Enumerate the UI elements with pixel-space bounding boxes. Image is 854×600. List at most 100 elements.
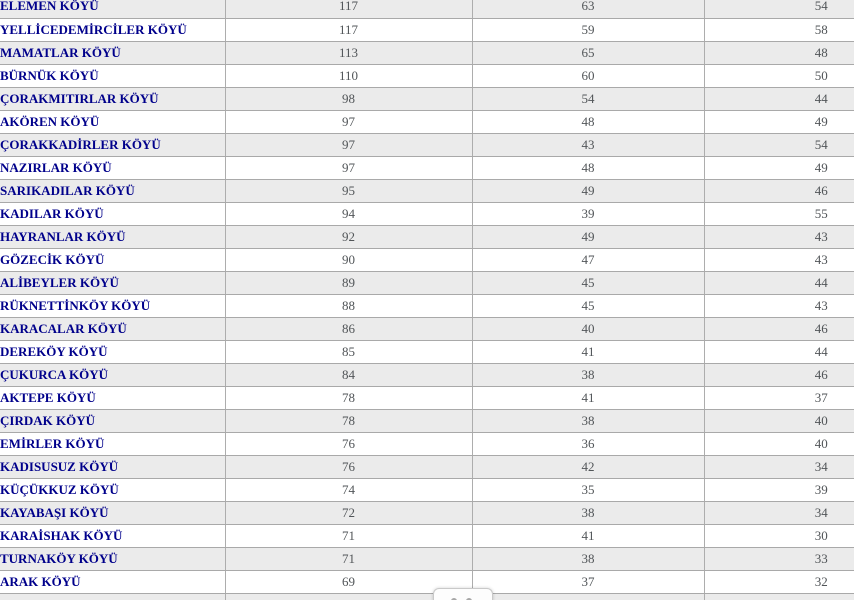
village-name-cell: SARIKADILAR KÖYÜ	[0, 179, 226, 203]
value-cell-3: 32	[704, 570, 854, 594]
table-row: AKÖREN KÖYÜ 97 48 49	[0, 110, 854, 134]
village-name-cell	[0, 593, 226, 600]
value-cell-1: 94	[225, 202, 473, 226]
table-row: MAMATLAR KÖYÜ 113 65 48	[0, 41, 854, 65]
value-cell-3: 43	[704, 248, 854, 272]
value-cell-3: 30	[704, 524, 854, 548]
value-cell-1: 84	[225, 363, 473, 387]
value-cell-3: 33	[704, 547, 854, 571]
table-row: ELEMEN KÖYÜ 117 63 54	[0, 0, 854, 19]
value-cell-2: 59	[472, 18, 705, 42]
value-cell-1: 88	[225, 294, 473, 318]
value-cell-2: 38	[472, 501, 705, 525]
table-row: SARIKADILAR KÖYÜ 95 49 46	[0, 179, 854, 203]
value-cell-3: 48	[704, 41, 854, 65]
value-cell-2: 48	[472, 110, 705, 134]
value-cell-1: 95	[225, 179, 473, 203]
table-row: YELLİCEDEMİRCİLER KÖYÜ 117 59 58	[0, 18, 854, 42]
value-cell-1: 92	[225, 225, 473, 249]
value-cell-2: 37	[472, 570, 705, 594]
value-cell-3: 43	[704, 294, 854, 318]
value-cell-3: 54	[704, 133, 854, 157]
village-name-cell: KAYABAŞI KÖYÜ	[0, 501, 226, 525]
table-row: KARACALAR KÖYÜ 86 40 46	[0, 317, 854, 341]
value-cell-2: 60	[472, 64, 705, 88]
value-cell-2: 49	[472, 179, 705, 203]
value-cell-2: 48	[472, 156, 705, 180]
value-cell-3: 55	[704, 202, 854, 226]
value-cell-2: 49	[472, 225, 705, 249]
value-cell-2	[472, 593, 705, 600]
table-row: BÜRNÜK KÖYÜ 110 60 50	[0, 64, 854, 88]
value-cell-1: 113	[225, 41, 473, 65]
village-name-cell: KADILAR KÖYÜ	[0, 202, 226, 226]
value-cell-1: 97	[225, 156, 473, 180]
village-name-cell: MAMATLAR KÖYÜ	[0, 41, 226, 65]
value-cell-2: 39	[472, 202, 705, 226]
table-row: ÇUKURCA KÖYÜ 84 38 46	[0, 363, 854, 387]
value-cell-1: 97	[225, 110, 473, 134]
village-name-cell: KADISUSUZ KÖYÜ	[0, 455, 226, 479]
table-row: KÜÇÜKKUZ KÖYÜ 74 35 39	[0, 478, 854, 502]
village-name-cell: KÜÇÜKKUZ KÖYÜ	[0, 478, 226, 502]
village-name-cell: KARAİSHAK KÖYÜ	[0, 524, 226, 548]
table-row: HAYRANLAR KÖYÜ 92 49 43	[0, 225, 854, 249]
value-cell-3: 54	[704, 0, 854, 19]
table-row: NAZIRLAR KÖYÜ 97 48 49	[0, 156, 854, 180]
value-cell-3	[704, 593, 854, 600]
village-name-cell: RÜKNETTİNKÖY KÖYÜ	[0, 294, 226, 318]
value-cell-3: 43	[704, 225, 854, 249]
value-cell-3: 39	[704, 478, 854, 502]
value-cell-1: 69	[225, 570, 473, 594]
value-cell-1: 76	[225, 432, 473, 456]
table-row: GÖZECİK KÖYÜ 90 47 43	[0, 248, 854, 272]
value-cell-2: 65	[472, 41, 705, 65]
value-cell-3: 44	[704, 271, 854, 295]
value-cell-3: 34	[704, 455, 854, 479]
value-cell-1: 90	[225, 248, 473, 272]
value-cell-1: 110	[225, 64, 473, 88]
value-cell-1: 97	[225, 133, 473, 157]
table-row: ARAK KÖYÜ 69 37 32	[0, 570, 854, 594]
table-row: ÇIRDAK KÖYÜ 78 38 40	[0, 409, 854, 433]
table-row: DEREKÖY KÖYÜ 85 41 44	[0, 340, 854, 364]
value-cell-3: 46	[704, 363, 854, 387]
value-cell-2: 38	[472, 363, 705, 387]
table-row: EMİRLER KÖYÜ 76 36 40	[0, 432, 854, 456]
table-row: RÜKNETTİNKÖY KÖYÜ 88 45 43	[0, 294, 854, 318]
village-name-cell: YELLİCEDEMİRCİLER KÖYÜ	[0, 18, 226, 42]
value-cell-1: 74	[225, 478, 473, 502]
village-name-cell: AKÖREN KÖYÜ	[0, 110, 226, 134]
value-cell-1: 98	[225, 87, 473, 111]
popup-glyph-icon	[451, 598, 457, 600]
value-cell-3: 58	[704, 18, 854, 42]
value-cell-1: 71	[225, 524, 473, 548]
value-cell-2: 41	[472, 524, 705, 548]
table-row: KAYABAŞI KÖYÜ 72 38 34	[0, 501, 854, 525]
value-cell-3: 34	[704, 501, 854, 525]
value-cell-1: 78	[225, 386, 473, 410]
value-cell-2: 40	[472, 317, 705, 341]
village-name-cell: HAYRANLAR KÖYÜ	[0, 225, 226, 249]
village-name-cell: ALİBEYLER KÖYÜ	[0, 271, 226, 295]
value-cell-2: 38	[472, 409, 705, 433]
value-cell-2: 54	[472, 87, 705, 111]
value-cell-1: 117	[225, 0, 473, 19]
value-cell-2: 47	[472, 248, 705, 272]
table-row: KADISUSUZ KÖYÜ 76 42 34	[0, 455, 854, 479]
village-name-cell: ÇUKURCA KÖYÜ	[0, 363, 226, 387]
value-cell-3: 49	[704, 110, 854, 134]
value-cell-3: 37	[704, 386, 854, 410]
village-name-cell: GÖZECİK KÖYÜ	[0, 248, 226, 272]
value-cell-3: 49	[704, 156, 854, 180]
village-name-cell: BÜRNÜK KÖYÜ	[0, 64, 226, 88]
bottom-popup-partial[interactable]	[433, 588, 493, 600]
value-cell-3: 44	[704, 340, 854, 364]
value-cell-1: 89	[225, 271, 473, 295]
value-cell-1: 86	[225, 317, 473, 341]
village-name-cell: AKTEPE KÖYÜ	[0, 386, 226, 410]
value-cell-3: 40	[704, 409, 854, 433]
value-cell-2: 41	[472, 340, 705, 364]
